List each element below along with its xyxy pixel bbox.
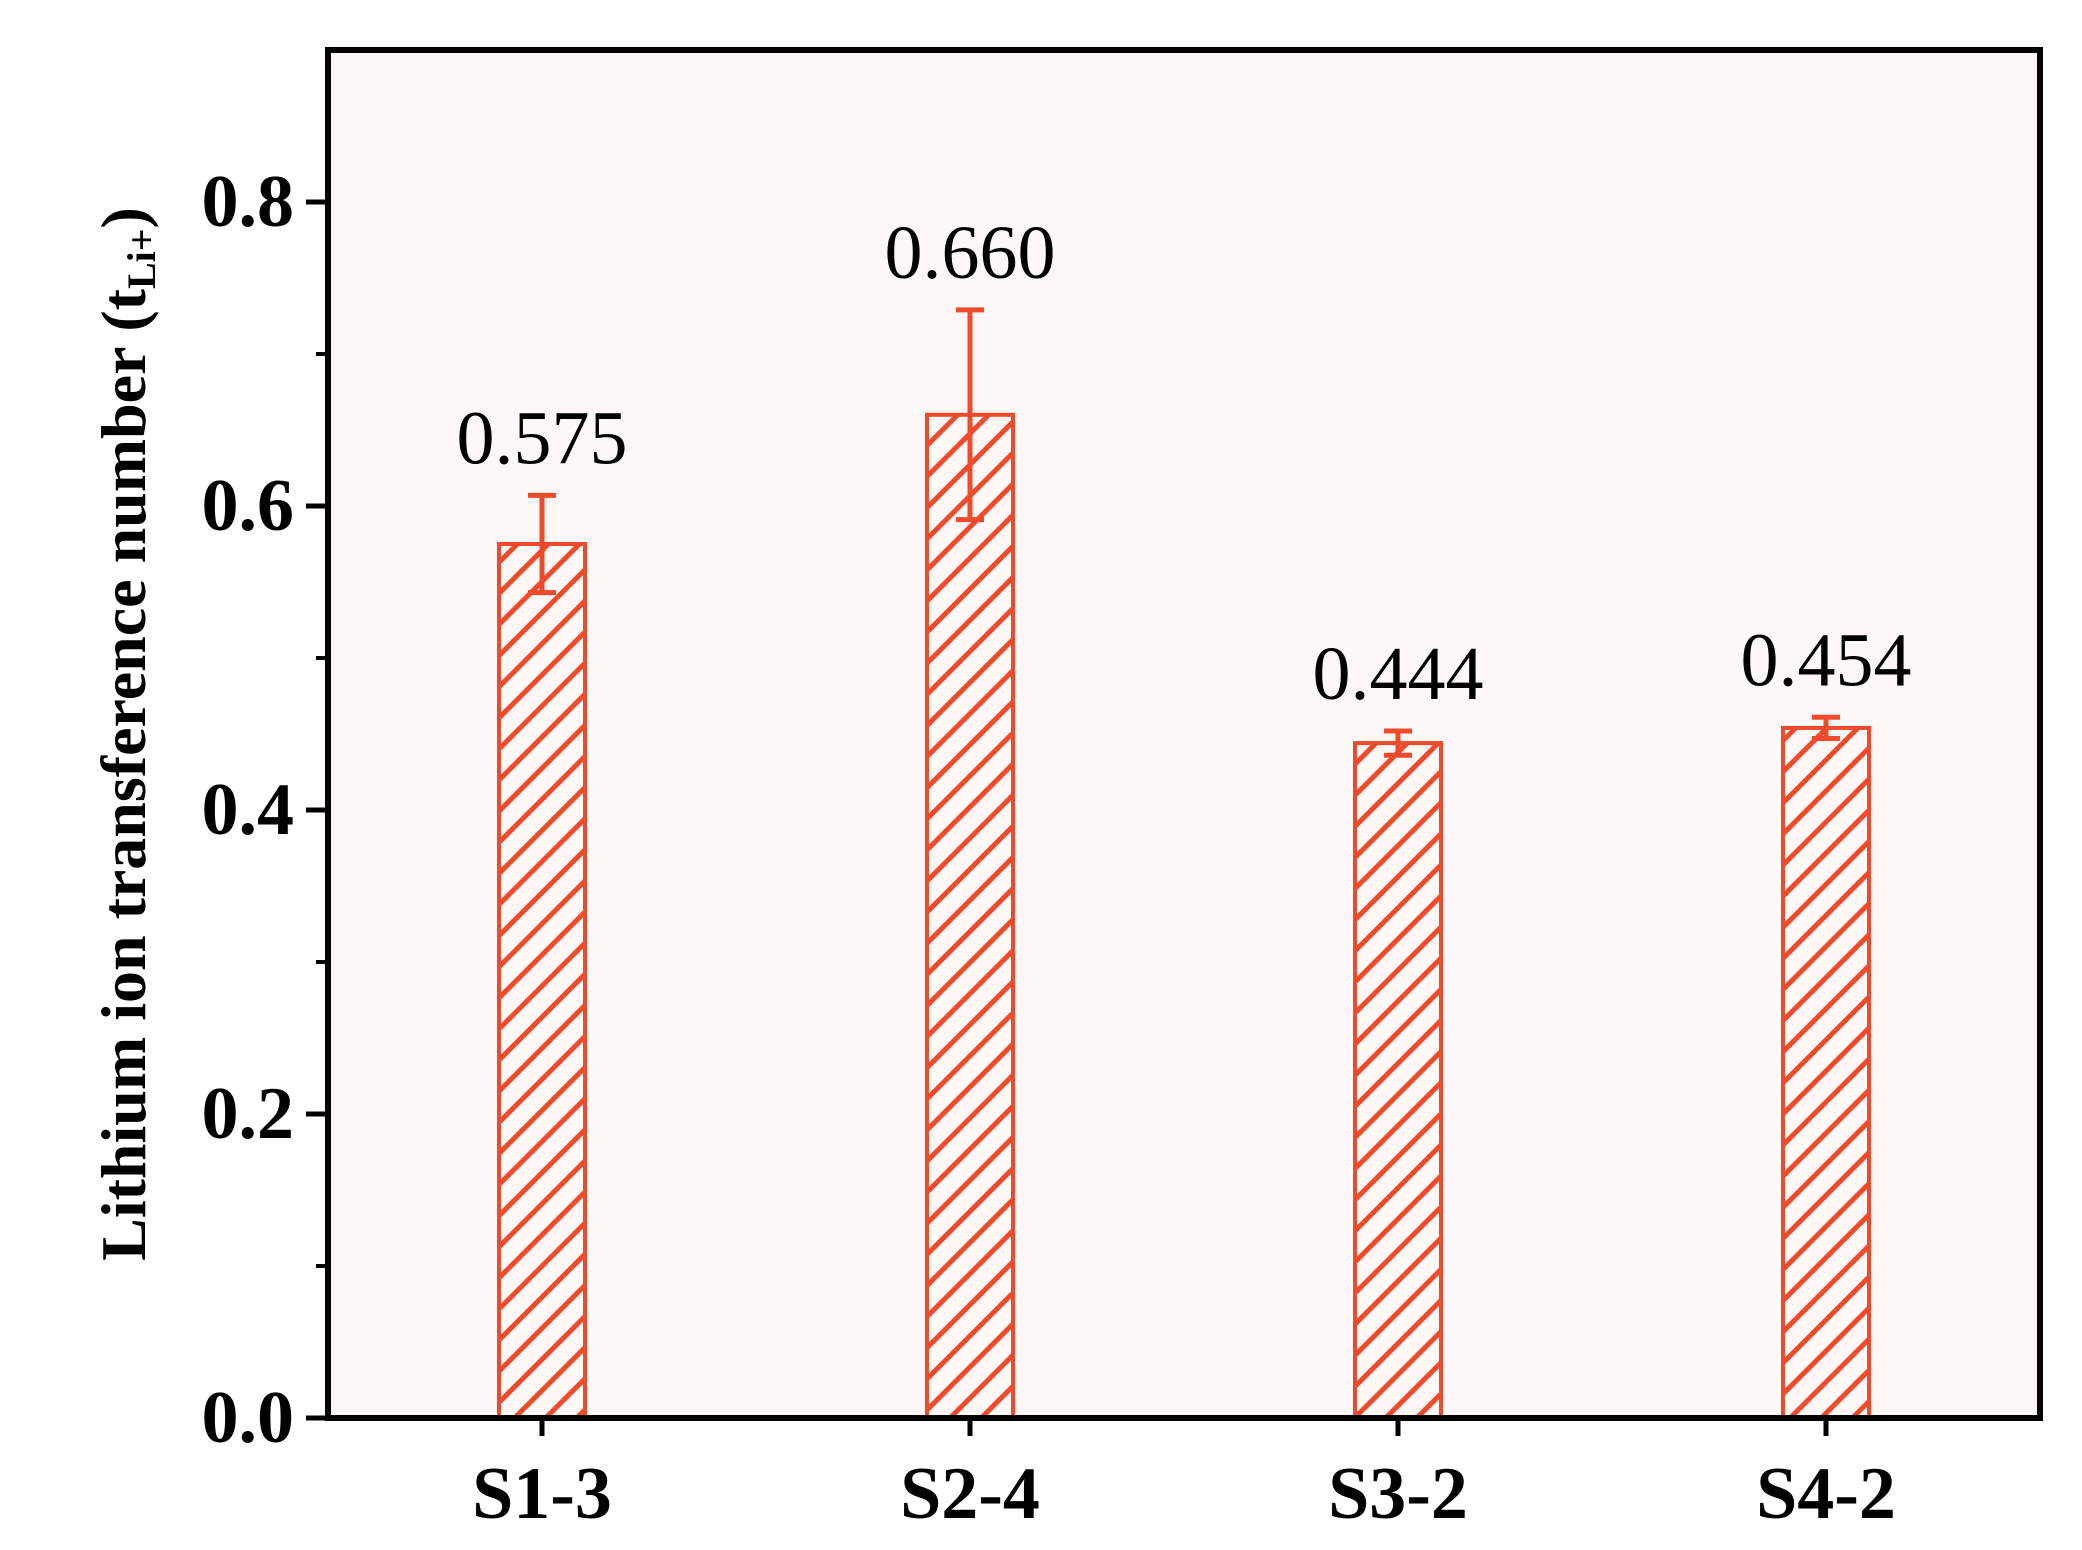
x-tick-label-S2-4: S2-4 [900,1453,1040,1535]
y-ticks-layer: 0.0 0.2 0.4 0.6 0.8 [202,161,328,1459]
y-tick-label-0.6: 0.6 [202,465,295,547]
x-tick-label-S3-2: S3-2 [1328,1453,1468,1535]
plot-frame [325,47,2043,1421]
bar-S3-2 [1353,741,1443,1420]
y-axis-title: Lithium ion transference number (tLi+) [88,207,165,1261]
y-tick-label-0.4: 0.4 [202,769,295,851]
bar-S2-4 [925,412,1015,1420]
y-tick-label-0.8: 0.8 [202,161,295,243]
y-axis-title-close: ) [88,207,159,228]
bar-S4-2 [1781,725,1871,1420]
y-tick-label-0.2: 0.2 [202,1073,295,1155]
value-labels-layer: 0.575 0.660 0.444 0.454 [457,211,1912,716]
error-bars-layer [528,307,1840,758]
error-bar-S2-4 [956,307,984,523]
y-tick-label-0.0: 0.0 [202,1377,295,1459]
value-label-S3-2: 0.444 [1313,632,1484,716]
error-bar-S4-2 [1812,714,1840,742]
y-axis-title-subscript: Li+ [119,228,164,289]
y-axis-title-main: Lithium ion transference number (t [88,288,159,1261]
bar-S1-3 [497,542,587,1420]
x-ticks-layer: S1-3 S2-4 S3-2 S4-2 [472,1418,1896,1535]
plot-background [328,50,2040,1418]
x-tick-label-S1-3: S1-3 [472,1453,612,1535]
x-tick-label-S4-2: S4-2 [1756,1453,1896,1535]
error-bar-S1-3 [528,492,556,596]
value-label-S4-2: 0.454 [1741,618,1912,702]
value-label-S2-4: 0.660 [885,211,1056,295]
error-bar-S3-2 [1384,728,1412,758]
value-label-S1-3: 0.575 [457,396,628,480]
